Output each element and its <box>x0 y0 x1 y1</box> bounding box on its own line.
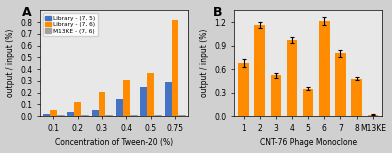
Text: A: A <box>22 6 32 19</box>
Bar <box>98 91 105 116</box>
Bar <box>165 82 172 116</box>
Bar <box>368 115 378 116</box>
X-axis label: CNT-76 Phage Monoclone: CNT-76 Phage Monoclone <box>260 138 357 147</box>
Bar <box>57 115 64 116</box>
X-axis label: Concentration of Tween-20 (%): Concentration of Tween-20 (%) <box>55 138 173 147</box>
Bar <box>319 21 330 116</box>
Bar <box>178 115 185 116</box>
Bar <box>140 87 147 116</box>
Bar <box>238 63 249 116</box>
Y-axis label: output / input (%): output / input (%) <box>200 29 209 97</box>
Bar <box>43 114 50 116</box>
Bar <box>116 99 123 116</box>
Bar <box>74 102 81 116</box>
Bar <box>335 53 346 116</box>
Y-axis label: output / input (%): output / input (%) <box>5 29 15 97</box>
Bar <box>270 75 281 116</box>
Legend: Library - (7, 5), Library - (7, 6), M13KE - (7, 6): Library - (7, 5), Library - (7, 6), M13K… <box>43 13 98 36</box>
Bar <box>172 20 178 116</box>
Bar <box>287 40 297 116</box>
Bar <box>130 115 136 116</box>
Bar <box>303 89 314 116</box>
Bar <box>154 115 161 116</box>
Bar <box>123 80 130 116</box>
Bar <box>105 115 112 116</box>
Bar <box>147 73 154 116</box>
Bar <box>92 110 98 116</box>
Text: B: B <box>213 6 223 19</box>
Bar <box>81 115 88 116</box>
Bar <box>351 79 362 116</box>
Bar <box>50 110 57 116</box>
Bar <box>254 25 265 116</box>
Bar <box>67 112 74 116</box>
